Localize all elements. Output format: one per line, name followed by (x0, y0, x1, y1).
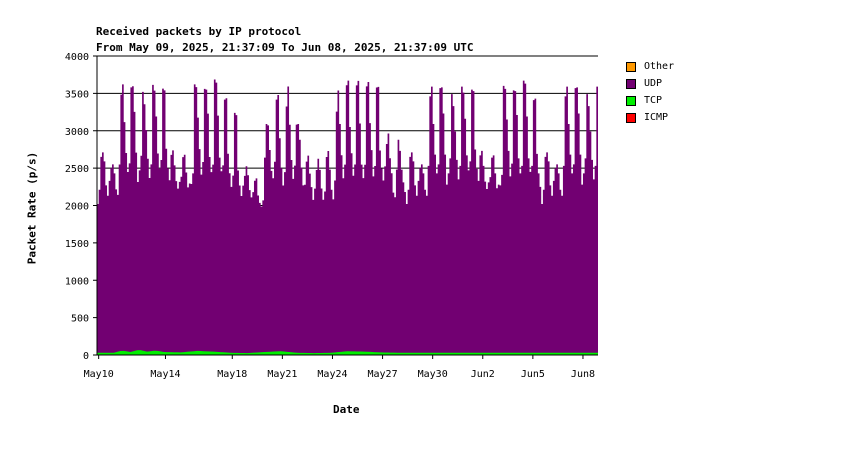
x-tick-label: May10 (84, 369, 114, 380)
y-tick-label: 3000 (65, 127, 89, 138)
legend-swatch-udp (626, 78, 636, 89)
x-tick-label: May27 (368, 369, 398, 380)
series-udp-area (97, 79, 598, 355)
y-axis-label: Packet Rate (p/s) (25, 151, 39, 265)
y-tick-label: 1000 (65, 276, 89, 287)
legend-item-udp: UDP (626, 75, 674, 92)
axis-layer: 0 500 1000 1500 2000 2500 3000 3500 4000 May10 May… (65, 52, 598, 380)
chart-title: Received packets by IP protocol (96, 25, 302, 38)
y-tick-label: 1500 (65, 239, 89, 250)
y-tick-label: 4000 (65, 52, 89, 63)
x-tick-label: Jun8 (571, 369, 595, 380)
x-tick-label: May24 (317, 369, 347, 380)
legend-swatch-other (626, 61, 636, 72)
y-tick-label: 0 (83, 351, 89, 362)
x-tick-label: May18 (217, 369, 247, 380)
series-layer (97, 79, 598, 356)
legend-item-tcp: TCP (626, 92, 674, 109)
x-tick-label: May30 (418, 369, 448, 380)
x-tick-label: Jun2 (471, 369, 495, 380)
legend-label-tcp: TCP (644, 95, 663, 106)
legend-item-icmp: ICMP (626, 109, 674, 126)
y-tick-label: 2500 (65, 164, 89, 175)
series-tcp-area (97, 350, 598, 355)
legend-label-other: Other (644, 61, 675, 72)
chart-subtitle: From May 09, 2025, 21:37:09 To Jun 08, 2… (96, 41, 474, 54)
legend-item-other: Other (626, 58, 674, 75)
y-tick-label: 500 (71, 314, 89, 325)
legend-label-udp: UDP (644, 78, 663, 89)
y-tick-label: 3500 (65, 89, 89, 100)
legend-swatch-tcp (626, 95, 636, 106)
x-axis-label: Date (333, 403, 360, 416)
x-tick-label: May21 (267, 369, 297, 380)
legend-label-icmp: ICMP (644, 112, 669, 123)
y-tick-label: 2000 (65, 202, 89, 213)
legend-swatch-icmp (626, 112, 636, 123)
legend: Other UDP TCP ICMP (626, 58, 674, 126)
x-tick-label: May14 (150, 369, 180, 380)
x-tick-label: Jun5 (521, 369, 545, 380)
